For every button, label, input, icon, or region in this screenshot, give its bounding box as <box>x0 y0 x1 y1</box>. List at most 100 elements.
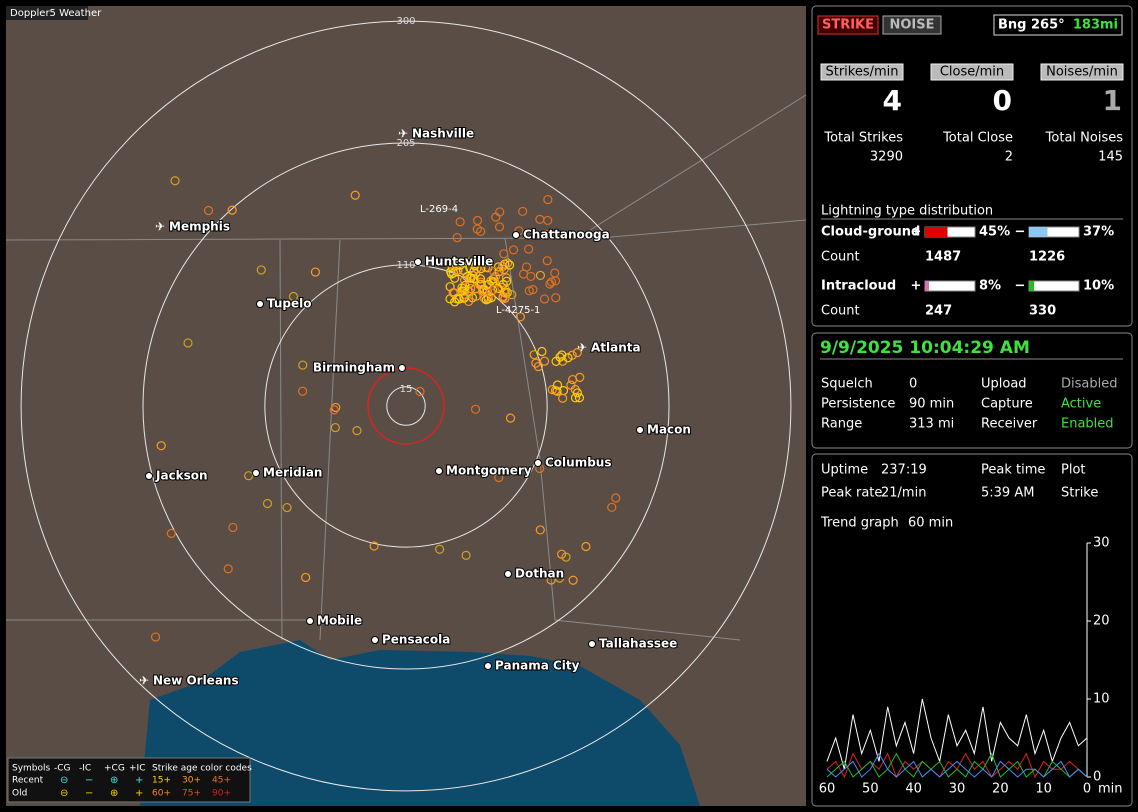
range-ring-label: 110 <box>396 260 415 271</box>
trend-window: 60 min <box>908 516 953 531</box>
rate-value: 4 <box>883 84 902 117</box>
city-label: Birmingham <box>313 361 395 375</box>
strike-symbol <box>529 350 539 360</box>
strike-symbol <box>500 293 510 304</box>
storm-track-label: L-4275-1 <box>496 305 540 316</box>
setting-label: Squelch <box>821 377 873 392</box>
range-ring <box>142 142 670 670</box>
legend-symbol: +IC <box>129 764 145 774</box>
city-dot <box>306 617 314 625</box>
trend-line <box>826 698 1088 770</box>
legend-symbol: +CG <box>104 764 125 774</box>
strike-symbol <box>552 380 563 390</box>
percent-label: 37% <box>1083 225 1114 240</box>
rate-header-bg <box>820 63 904 81</box>
strike-symbol <box>352 426 362 436</box>
legend-icon: − <box>85 788 93 799</box>
legend-icon: ⊖ <box>60 775 68 786</box>
strike-symbol <box>543 194 553 205</box>
stats-panel <box>811 453 1133 807</box>
strike-symbol <box>282 502 292 513</box>
city-label: Nashville <box>412 127 474 141</box>
strike-symbol <box>515 312 525 322</box>
noise-button[interactable] <box>882 15 942 35</box>
legend-icon: + <box>135 775 143 786</box>
strike-symbol <box>472 215 483 226</box>
strike-symbol <box>310 267 321 277</box>
strike-button[interactable] <box>817 15 879 35</box>
strike-symbol <box>542 229 552 239</box>
strike-symbol <box>561 552 571 562</box>
strike-button-label[interactable]: STRIKE <box>822 18 874 33</box>
legend-box <box>7 757 251 803</box>
strike-symbol <box>494 472 504 483</box>
strike-symbol <box>262 498 273 509</box>
distance: 183mi <box>1073 18 1118 33</box>
strike-symbol <box>435 544 445 554</box>
strike-symbol <box>505 260 515 270</box>
strike-symbol <box>298 386 308 396</box>
bearing: Bng 265° <box>998 18 1065 33</box>
title-bg <box>6 6 88 20</box>
strike-symbol <box>558 393 568 403</box>
strike-symbol <box>470 404 481 414</box>
setting-label: Upload <box>981 377 1027 392</box>
panels: STRIKE NOISE Bng 265° 183mi Lightning ty… <box>811 5 1133 807</box>
city-label: Montgomery <box>446 464 532 478</box>
bearing-box <box>993 14 1123 36</box>
strike-symbol <box>550 268 560 278</box>
percent-bar <box>925 227 948 237</box>
strike-symbol <box>466 273 476 283</box>
legend-icon: − <box>85 775 93 786</box>
city-dot <box>534 459 542 467</box>
city-label: Pensacola <box>382 633 450 647</box>
legend-icon: + <box>135 788 143 799</box>
strike-symbol <box>535 270 546 281</box>
setting-label: Receiver <box>981 417 1038 432</box>
city-label: Jackson <box>155 469 208 483</box>
total-label: Total Noises <box>1045 131 1124 146</box>
city-label: Tupelo <box>267 297 312 311</box>
strike-symbol <box>288 291 299 302</box>
strike-symbol <box>550 385 560 396</box>
rate-header-bg <box>930 63 1014 81</box>
strike-symbol <box>455 260 465 270</box>
percent-track <box>924 280 976 292</box>
stat-label: Uptime <box>821 463 868 478</box>
strike-symbol <box>531 358 541 368</box>
strike-symbol <box>464 296 474 307</box>
city-dot <box>512 231 520 239</box>
strike-symbol <box>551 293 561 303</box>
strike-symbol <box>555 573 565 583</box>
strike-symbol <box>480 262 491 273</box>
status-panel <box>811 5 1133 327</box>
noise-button-label[interactable]: NOISE <box>889 18 934 33</box>
city-dot <box>252 469 260 477</box>
airport-icon: ✈ <box>577 341 587 355</box>
total-label: Total Close <box>942 131 1013 146</box>
city-dot <box>371 636 379 644</box>
y-tick-label: 30 <box>1093 536 1110 551</box>
strike-symbol <box>369 541 379 551</box>
range-ring-label: 205 <box>396 138 415 149</box>
strike-symbol <box>447 262 457 273</box>
strike-symbol <box>537 346 547 357</box>
strike-symbol <box>551 356 561 366</box>
stat-label: Plot <box>1061 463 1086 478</box>
legend-age: 75+ <box>182 789 201 799</box>
legend-icon: ⊖ <box>60 788 68 799</box>
strike-symbol <box>607 502 617 512</box>
city-label: Panama City <box>495 659 580 673</box>
strike-symbol <box>459 289 469 299</box>
strike-symbol <box>518 206 528 217</box>
count-value: 330 <box>1029 304 1056 319</box>
strike-symbol <box>166 528 176 538</box>
strike-symbol <box>493 283 503 294</box>
setting-value: 0 <box>909 377 917 392</box>
strike-symbol <box>471 291 481 301</box>
sign: − <box>1015 225 1026 240</box>
range-ring-label: 15 <box>400 384 413 395</box>
city-label: Memphis <box>169 220 230 234</box>
strike-symbol <box>570 393 581 403</box>
